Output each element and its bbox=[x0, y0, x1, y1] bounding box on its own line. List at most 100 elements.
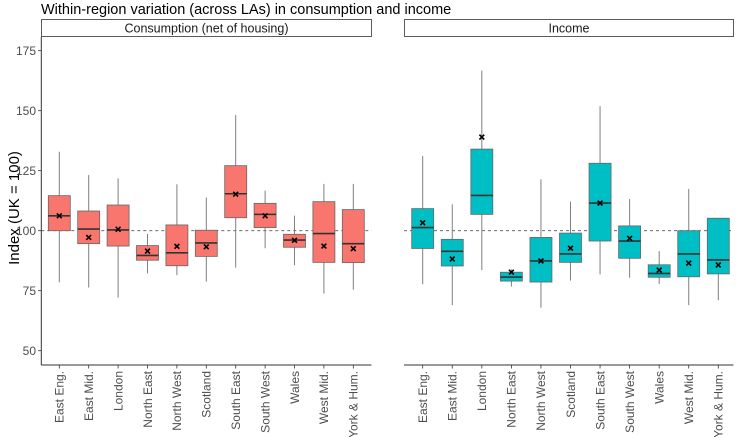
panel-income: Income East Eng. East Mid. London North Eas… bbox=[404, 19, 734, 437]
y-axis-title: Index (UK = 100) bbox=[6, 151, 23, 265]
iqr-box bbox=[312, 201, 336, 263]
mean-marker-stroke bbox=[537, 257, 544, 264]
mean-marker bbox=[567, 245, 574, 252]
iqr-box bbox=[529, 237, 553, 283]
mean-marker-stroke bbox=[656, 267, 663, 274]
mean-marker-stroke bbox=[478, 134, 485, 141]
strip-label-consumption: Consumption (net of housing) bbox=[125, 22, 289, 36]
mean-marker bbox=[537, 257, 544, 264]
iqr-box bbox=[47, 195, 71, 232]
box-wales bbox=[647, 251, 671, 284]
mean-marker bbox=[262, 212, 269, 219]
strip-consumption bbox=[41, 19, 372, 37]
mean-marker bbox=[626, 235, 633, 242]
iqr-box bbox=[106, 204, 130, 247]
mean-marker bbox=[508, 269, 515, 276]
x-tick-label: North East bbox=[505, 370, 519, 427]
x-tick-label: North West bbox=[170, 370, 184, 430]
x-tick-label: Wales bbox=[288, 371, 302, 404]
mean-marker bbox=[320, 243, 327, 250]
mean-marker bbox=[685, 260, 692, 267]
x-tick-label: South East bbox=[229, 370, 243, 429]
mean-marker bbox=[291, 237, 298, 244]
mean-marker-stroke bbox=[203, 243, 210, 250]
mean-marker-stroke bbox=[419, 219, 426, 226]
box-east-eng bbox=[411, 156, 435, 285]
mean-marker bbox=[115, 226, 122, 233]
box-south-west bbox=[618, 199, 642, 278]
mean-marker-stroke bbox=[56, 212, 63, 219]
x-tick-label: North East bbox=[141, 370, 155, 427]
x-tick-label: South East bbox=[593, 370, 607, 429]
iqr-box bbox=[77, 210, 101, 245]
mean-marker bbox=[449, 256, 456, 262]
mean-marker-stroke bbox=[173, 243, 180, 250]
mean-marker-stroke bbox=[262, 212, 269, 219]
y-tick-label: 50 bbox=[23, 344, 37, 358]
box-scotland bbox=[194, 197, 218, 282]
box-east-mid bbox=[440, 204, 464, 306]
iqr-box bbox=[224, 165, 248, 219]
box-london bbox=[106, 178, 130, 298]
mean-marker bbox=[85, 234, 92, 241]
mean-marker-stroke bbox=[144, 248, 151, 255]
mean-marker-stroke bbox=[626, 235, 633, 242]
x-tick-label: East Mid. bbox=[82, 371, 96, 421]
box-north-west bbox=[529, 179, 553, 308]
mean-marker bbox=[478, 134, 485, 141]
mean-marker bbox=[656, 267, 663, 274]
box-north-west bbox=[165, 184, 189, 276]
x-tick-label: East Mid. bbox=[446, 371, 460, 421]
y-axis: 50 75 100 125 150 175 bbox=[16, 44, 42, 358]
box-east-mid bbox=[77, 175, 101, 288]
y-tick-label: 175 bbox=[16, 44, 36, 58]
y-tick-label: 75 bbox=[23, 284, 37, 298]
x-tick-label: London bbox=[111, 371, 125, 411]
iqr-box bbox=[470, 148, 494, 215]
panel-consumption: Consumption (net of housing) East Eng. Ea… bbox=[40, 19, 372, 437]
chart-title: Within-region variation (across LAs) in … bbox=[41, 2, 451, 18]
strip-income bbox=[404, 19, 734, 37]
box-south-west bbox=[253, 190, 277, 249]
mean-marker-stroke bbox=[508, 269, 515, 276]
box-north-east bbox=[499, 269, 523, 287]
x-tick-label: London bbox=[475, 371, 489, 411]
box-south-east bbox=[588, 106, 612, 275]
mean-marker bbox=[173, 243, 180, 250]
iqr-box bbox=[618, 225, 642, 259]
strip-label-income: Income bbox=[549, 22, 590, 36]
mean-marker-stroke bbox=[320, 243, 327, 250]
mean-marker-stroke bbox=[597, 200, 604, 207]
box-west-mid bbox=[312, 183, 336, 294]
box-east-eng bbox=[47, 151, 71, 283]
x-tick-label: Scotland bbox=[564, 371, 578, 418]
mean-marker bbox=[715, 262, 722, 268]
iqr-box bbox=[440, 238, 464, 267]
mean-marker bbox=[597, 200, 604, 207]
y-tick-label: 125 bbox=[16, 164, 36, 178]
mean-marker bbox=[419, 219, 426, 226]
mean-marker-stroke bbox=[232, 191, 239, 198]
x-tick-label: West Mid. bbox=[682, 371, 696, 424]
x-tick-label: South West bbox=[623, 370, 637, 432]
box-south-east bbox=[224, 115, 248, 268]
iqr-box bbox=[136, 245, 159, 261]
box-wales bbox=[283, 215, 306, 266]
x-tick-label: York & Hum. bbox=[347, 371, 361, 437]
x-tick-label: East Eng. bbox=[53, 371, 67, 423]
iqr-box bbox=[341, 209, 365, 264]
box-north-east bbox=[136, 234, 159, 274]
x-tick-label: South West bbox=[258, 370, 272, 432]
x-tick-label: Wales bbox=[652, 371, 666, 404]
mean-marker-stroke bbox=[85, 234, 92, 241]
mean-marker-stroke bbox=[115, 226, 122, 233]
box-scotland bbox=[559, 201, 582, 281]
mean-marker-stroke bbox=[567, 245, 574, 252]
mean-marker bbox=[203, 243, 210, 250]
y-tick-label: 100 bbox=[16, 224, 36, 238]
mean-marker-stroke bbox=[449, 256, 456, 262]
mean-marker bbox=[144, 248, 151, 255]
mean-marker-stroke bbox=[685, 260, 692, 267]
mean-marker bbox=[232, 191, 239, 198]
